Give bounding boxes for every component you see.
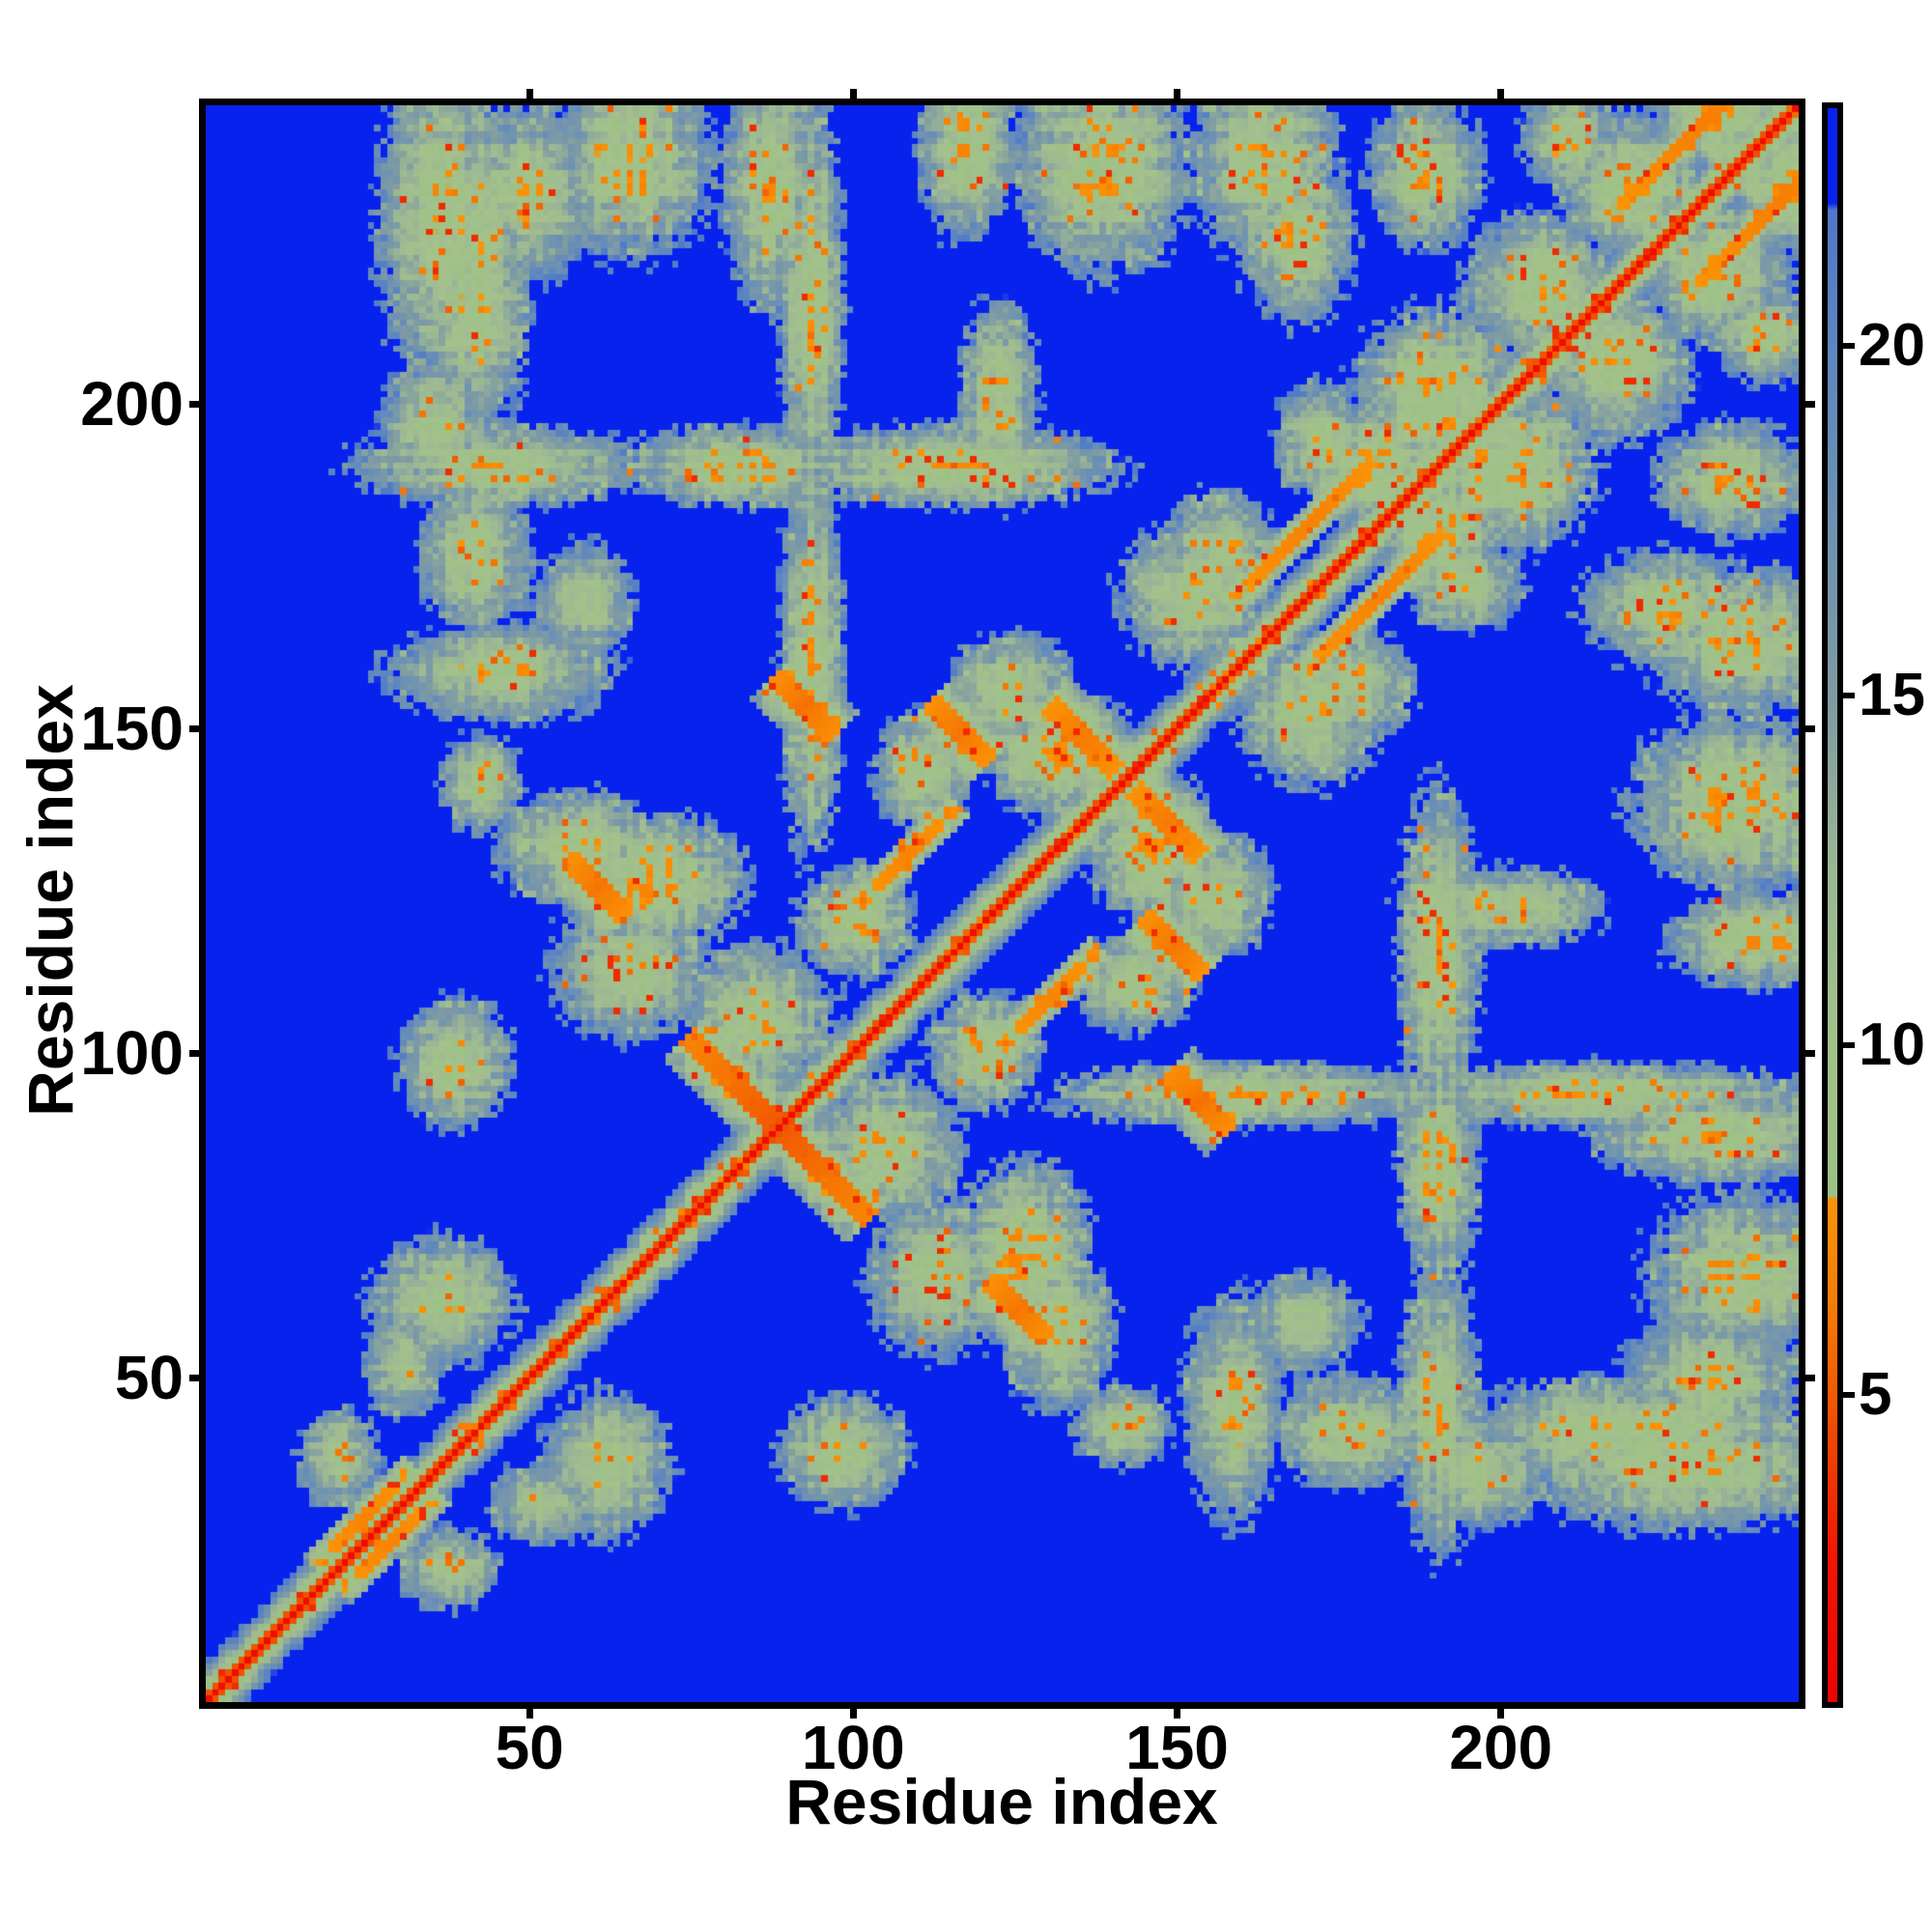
y-tick-label: 100	[80, 1022, 184, 1084]
y-tick-label: 200	[80, 373, 184, 435]
y-tick-right	[1805, 401, 1815, 408]
y-tick-right	[1805, 1050, 1815, 1057]
colorbar-tick-label: 5	[1859, 1365, 1891, 1425]
x-tick-top	[526, 89, 533, 99]
x-tick-top	[1497, 89, 1504, 99]
colorbar-tick	[1843, 343, 1855, 349]
colorbar-tick-label: 15	[1859, 666, 1925, 725]
x-tick-label: 50	[496, 1717, 564, 1778]
y-tick-label: 50	[115, 1347, 184, 1408]
colorbar-tick-label: 10	[1859, 1015, 1925, 1075]
y-tick	[189, 1050, 199, 1057]
colorbar-tick	[1843, 1392, 1855, 1398]
x-axis-title: Residue index	[785, 1770, 1217, 1833]
heatmap-image	[206, 105, 1799, 1702]
y-tick-right	[1805, 1375, 1815, 1381]
colorbar-gradient	[1828, 108, 1837, 1702]
heatmap-plot	[199, 99, 1805, 1709]
x-tick-top	[1174, 89, 1180, 99]
y-tick	[189, 1375, 199, 1381]
y-tick-right	[1805, 725, 1815, 732]
x-tick-label: 200	[1449, 1717, 1552, 1778]
colorbar-tick	[1843, 1042, 1855, 1048]
x-tick-top	[850, 89, 857, 99]
y-axis-title: Residue index	[18, 684, 82, 1116]
colorbar-tick	[1843, 693, 1855, 698]
colorbar-tick-label: 20	[1859, 316, 1925, 376]
figure: { "figure": {"width": 2000, "height": 20…	[0, 0, 1932, 1932]
y-tick	[189, 725, 199, 732]
y-tick-label: 150	[80, 697, 184, 759]
y-tick	[189, 401, 199, 408]
colorbar	[1822, 102, 1843, 1708]
